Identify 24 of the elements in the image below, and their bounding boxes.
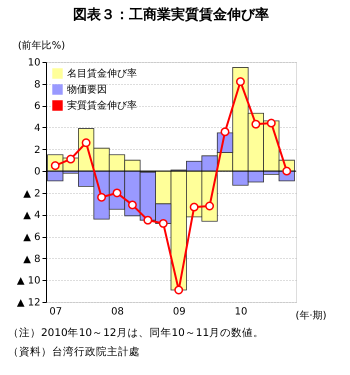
y-tick-label: ▲ 6 [23,232,40,244]
y-tick-label: ▲ 10 [16,276,40,287]
x-tick-label: 07 [49,306,62,318]
y-tick-label: 6 [34,101,40,112]
legend-label: 物価要因 [67,84,107,96]
y-axis-title: (前年比%) [18,40,66,52]
legend-label: 実質賃金伸び率 [67,100,137,112]
x-tick-label: 10 [234,306,248,318]
y-tick-label: 8 [34,79,40,90]
y-tick-label: 0 [34,166,40,178]
y-tick-label: 2 [34,144,40,156]
y-tick-label: ▲ 12 [16,298,40,308]
y-tick-label: ▲ 8 [23,254,40,265]
x-tick-label: 09 [172,306,186,318]
y-tick-label: ▲ 4 [23,210,40,222]
legend-label: 名目賃金伸び率 [67,68,137,80]
x-tick-label: 08 [111,306,124,318]
chart-title: 図表３：工商業実質賃金伸び率 [73,6,269,23]
y-tick-label: 4 [34,122,40,134]
y-tick-label: ▲ 2 [23,188,40,200]
y-tick-label: 10 [28,58,40,68]
text: （資料）台湾行政院主計處 [8,345,140,358]
text: （注）2010年10～12月は、同年10～11月の数値。 [8,326,264,339]
x-axis-title: (年·期) [296,310,327,322]
